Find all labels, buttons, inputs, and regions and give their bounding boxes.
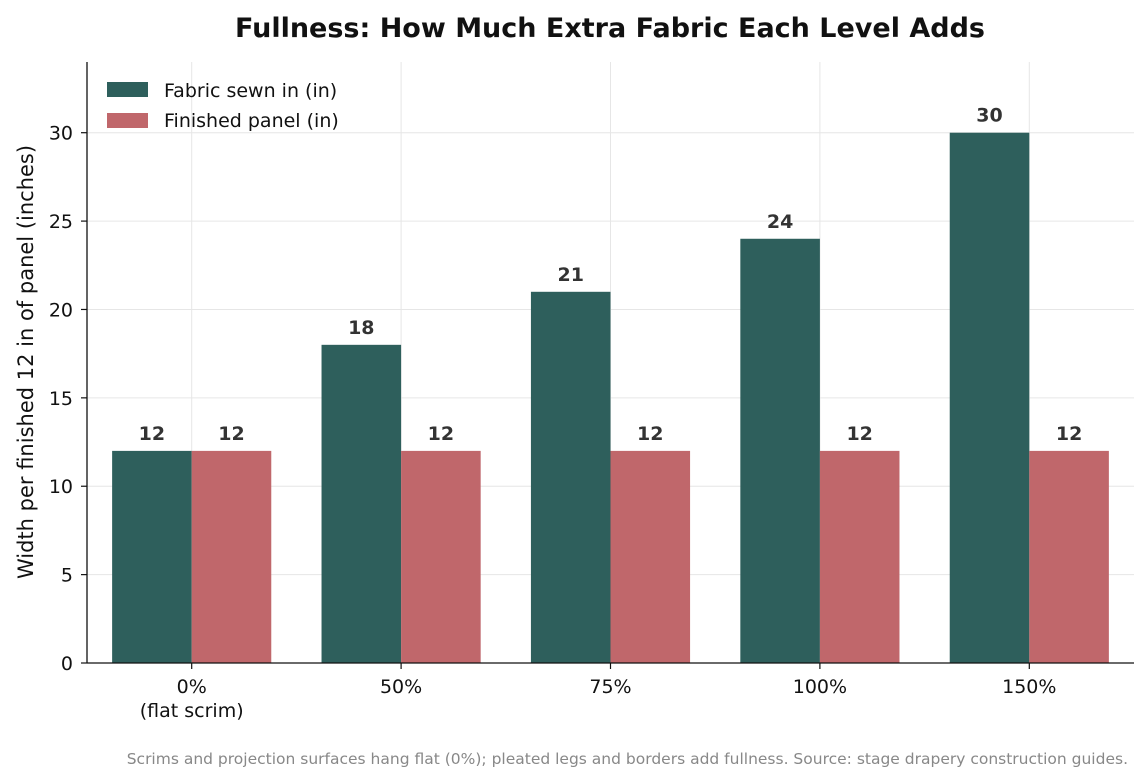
bar-series-0-cat-1 [321,344,402,663]
chart-title: Fullness: How Much Extra Fabric Each Lev… [235,13,985,44]
y-tick-label: 15 [49,388,73,410]
y-axis-label: Width per finished 12 in of panel (inche… [14,145,38,579]
bar-series-1-cat-3 [819,450,900,663]
value-label-series-0-cat-4: 30 [976,105,1002,127]
footnote: Scrims and projection surfaces hang flat… [127,750,1128,768]
bars-layer [112,132,1109,664]
value-labels-layer: 12 18 21 24 30 12 12 12 12 12 [139,105,1083,445]
value-label-series-0-cat-1: 18 [348,317,374,339]
value-label-series-1-cat-0: 12 [218,423,244,445]
y-tick-label: 30 [49,123,73,145]
legend-label-finished-panel: Finished panel (in) [164,110,339,132]
value-label-series-0-cat-2: 21 [557,264,583,286]
legend-swatch-finished-panel [107,113,148,128]
y-tick-label: 0 [61,653,73,675]
x-tick-label: (flat scrim) [140,700,244,722]
value-label-series-1-cat-3: 12 [846,423,872,445]
x-tick-label: 75% [589,676,631,698]
value-label-series-1-cat-1: 12 [428,423,454,445]
x-tick-label: 0% [177,676,207,698]
x-tick-label: 50% [380,676,422,698]
y-tick-label: 10 [49,476,73,498]
legend-swatch-fabric-sewn [107,82,148,97]
x-tick-label: 100% [793,676,847,698]
x-tick-label: 150% [1002,676,1056,698]
x-ticks-layer: 0%(flat scrim) 50% 75% 100% 150% [140,663,1056,722]
value-label-series-0-cat-0: 12 [139,423,165,445]
y-ticks-layer: 0 5 10 15 20 25 30 [49,123,87,675]
value-label-series-0-cat-3: 24 [767,211,793,233]
bar-series-1-cat-2 [610,450,691,663]
bar-series-0-cat-0 [112,450,192,663]
legend-label-fabric-sewn: Fabric sewn in (in) [164,80,337,102]
bar-series-0-cat-2 [530,291,611,663]
y-tick-label: 25 [49,211,73,233]
bar-series-0-cat-4 [949,132,1030,664]
bar-series-0-cat-3 [740,238,820,663]
bar-series-1-cat-0 [191,450,272,663]
bar-series-1-cat-1 [401,450,481,663]
y-tick-label: 5 [61,565,73,587]
y-tick-label: 20 [49,299,73,321]
legend: Fabric sewn in (in) Finished panel (in) [107,80,339,132]
bar-series-1-cat-4 [1029,450,1109,663]
value-label-series-1-cat-2: 12 [637,423,663,445]
value-label-series-1-cat-4: 12 [1056,423,1082,445]
